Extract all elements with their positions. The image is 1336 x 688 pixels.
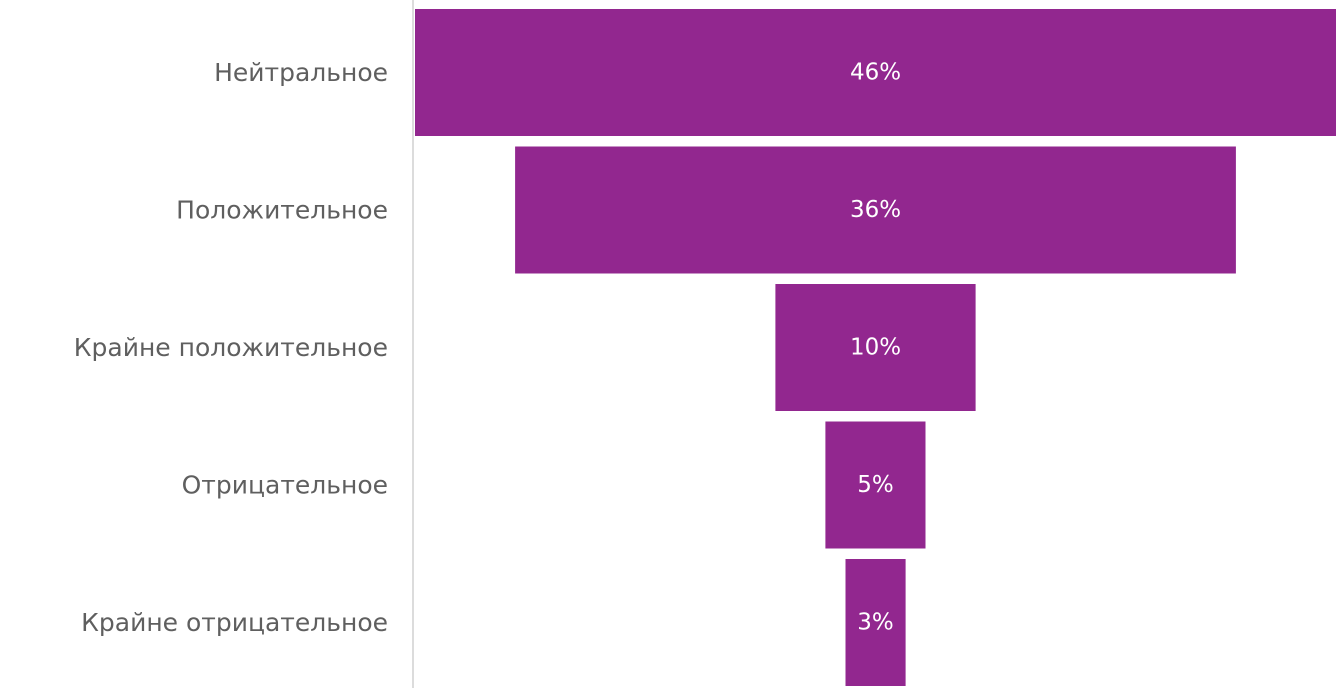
bar-value-label: 36% xyxy=(850,197,901,223)
category-label: Крайне положительное xyxy=(74,333,388,362)
funnel-bar xyxy=(415,9,1336,136)
category-label: Отрицательное xyxy=(182,471,388,500)
funnel-bar xyxy=(775,284,976,411)
bar-value-label: 5% xyxy=(857,472,894,498)
funnel-bar xyxy=(845,559,906,686)
category-label: Крайне отрицательное xyxy=(81,608,388,637)
bar-value-label: 3% xyxy=(857,610,894,636)
funnel-bar xyxy=(825,421,926,549)
bars-layer: 46% 36% 10% 5% 3% xyxy=(415,9,1336,686)
category-label: Нейтральное xyxy=(214,58,388,87)
bar-value-label: 10% xyxy=(850,335,901,361)
bar-value-label: 46% xyxy=(850,60,901,86)
funnel-bar xyxy=(515,146,1236,274)
category-label: Положительное xyxy=(176,196,388,225)
